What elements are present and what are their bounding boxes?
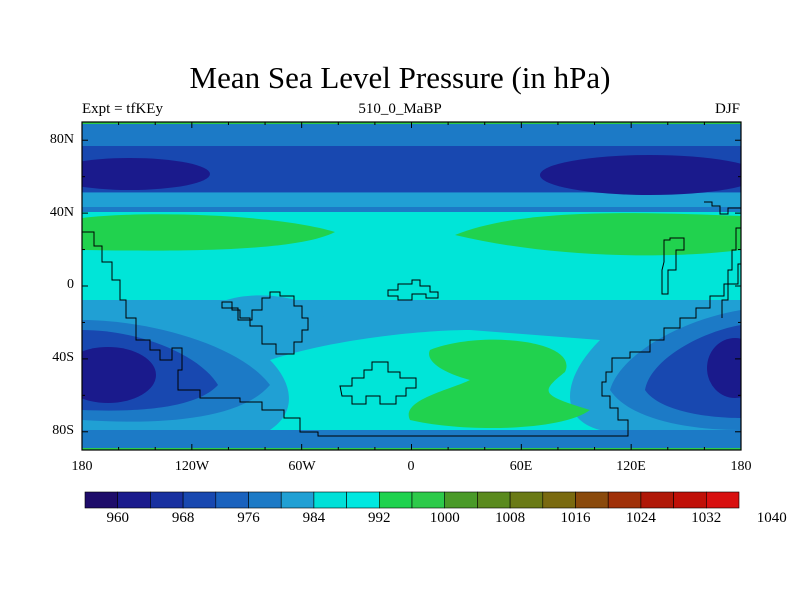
colorbar-swatch	[378, 491, 413, 509]
colorbar-label: 1024	[625, 510, 656, 526]
lat-label-80s: 80S	[52, 423, 74, 438]
contour-field	[82, 122, 741, 450]
colorbar-label: 1032	[691, 510, 722, 526]
colorbar-swatch	[248, 491, 282, 509]
colorbar-swatch	[640, 491, 674, 509]
colorbar-swatch	[313, 491, 347, 509]
subtitle-center: 510_0_MaBP	[358, 101, 442, 117]
lon-label-60w: 60W	[288, 459, 316, 474]
coastline-southern-island	[339, 361, 417, 405]
field-southern-low-east-core	[707, 338, 741, 398]
colorbar-label: 1040	[756, 510, 787, 526]
plot-title: Mean Sea Level Pressure (in hPa)	[189, 60, 611, 95]
subtitle-right: DJF	[714, 101, 740, 117]
lon-label-120w: 120W	[174, 459, 210, 474]
subtitle-left: Expt = tfKEy	[82, 101, 163, 117]
colorbar-swatch	[117, 491, 151, 509]
colorbar-label: 1016	[560, 510, 591, 526]
colorbar-label: 968	[171, 510, 195, 526]
colorbar-swatch	[411, 491, 446, 509]
colorbar-swatch	[673, 491, 707, 509]
field-southern-low-west-core	[82, 347, 156, 403]
colorbar-swatch	[215, 491, 249, 509]
colorbar-swatch	[444, 491, 478, 509]
colorbar-swatch	[705, 491, 740, 509]
colorbar-swatch	[346, 491, 380, 509]
field-green-high-nw	[82, 214, 335, 251]
lat-label-0: 0	[67, 277, 74, 292]
field-green-high-south	[408, 339, 590, 429]
field-north-light-strip	[82, 193, 741, 207]
coastlines	[82, 201, 741, 437]
colorbar-label: 960	[106, 510, 129, 526]
lon-label-120e: 120E	[616, 459, 646, 474]
colorbar-label: 992	[368, 510, 391, 526]
lat-label-80n: 80N	[49, 132, 74, 147]
colorbar-swatch	[84, 491, 119, 509]
coastline-western-continent	[82, 231, 741, 437]
colorbar-swatch	[542, 491, 576, 509]
coastline-north-east-edge	[704, 201, 741, 215]
axis-ticks	[81, 122, 742, 450]
lon-label-180w: 180	[71, 459, 93, 474]
lon-label-180e: 180	[730, 459, 752, 474]
colorbar-swatch	[182, 491, 217, 509]
field-tropical-light	[215, 295, 325, 332]
field-aleutian-low	[82, 158, 210, 190]
lat-label-40s: 40S	[52, 350, 74, 365]
colorbar-swatch	[575, 491, 609, 509]
lat-label-40n: 40N	[49, 205, 74, 220]
field-antarctic-band	[82, 430, 741, 450]
lon-label-0: 0	[407, 459, 415, 474]
colorbar-swatch	[477, 491, 511, 509]
coastline-tropical-island	[221, 291, 309, 355]
colorbar-label: 984	[302, 510, 326, 526]
colorbar	[84, 491, 740, 509]
lon-label-60e: 60E	[509, 459, 533, 474]
coastline-eastern-peninsula	[661, 237, 685, 295]
field-icelandic-low	[540, 155, 741, 195]
colorbar-swatch	[509, 491, 544, 509]
field-green-high-ne	[455, 213, 741, 256]
colorbar-label: 1008	[495, 510, 526, 526]
colorbar-swatch	[280, 491, 315, 509]
colorbar-label: 1000	[429, 510, 460, 526]
colorbar-label: 976	[237, 510, 260, 526]
coastline-equatorial-island	[387, 279, 439, 301]
coastline-east-margin	[721, 227, 741, 318]
colorbar-swatch	[150, 491, 184, 509]
colorbar-swatch	[607, 491, 642, 509]
